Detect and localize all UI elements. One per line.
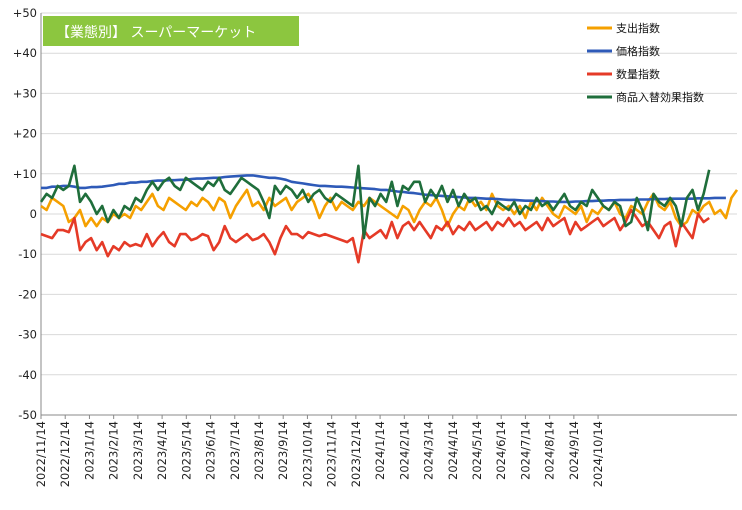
x-tick-label: 2023/1/14	[82, 421, 96, 480]
x-tick-label: 2023/11/14	[325, 421, 339, 487]
y-tick-label: 0	[30, 207, 37, 221]
x-tick-label: 2023/8/14	[252, 421, 266, 480]
series-line-0	[40, 188, 739, 228]
x-tick-label: 2024/3/14	[422, 421, 436, 480]
series-lines	[39, 164, 739, 264]
x-tick-label: 2024/1/14	[373, 421, 387, 480]
series-line-3	[39, 164, 711, 240]
x-tick-label: 2023/2/14	[107, 421, 121, 480]
y-tick-label: +20	[13, 127, 37, 141]
y-tick-label: -20	[18, 287, 37, 301]
y-tick-label: -40	[18, 368, 37, 382]
y-tick-label: -10	[18, 247, 37, 261]
title-box: 【業態別】 スーパーマーケット	[43, 16, 299, 46]
x-tick-label: 2022/12/14	[58, 421, 72, 487]
series-line-1	[41, 174, 726, 204]
x-tick-label: 2023/4/14	[155, 421, 169, 480]
x-tick-label: 2024/2/14	[397, 421, 411, 480]
x-tick-label: 2024/5/14	[470, 421, 484, 480]
y-tick-label: +50	[13, 6, 37, 20]
y-tick-label: +40	[13, 46, 37, 60]
x-tick-label: 2023/6/14	[204, 421, 218, 480]
chart-title: 【業態別】 スーパーマーケット	[56, 25, 256, 41]
x-tick-label: 2023/12/14	[349, 421, 363, 487]
y-tick-label: -50	[18, 408, 37, 422]
legend-label-3: 商品入替効果指数	[616, 90, 704, 104]
x-tick-label: 2024/7/14	[518, 421, 532, 480]
y-tick-label: +10	[13, 167, 37, 181]
legend-label-1: 価格指数	[616, 44, 660, 58]
x-tick-label: 2023/7/14	[228, 421, 242, 480]
legend-label-2: 数量指数	[616, 67, 660, 81]
axes	[40, 13, 737, 419]
series-line-2	[40, 208, 710, 264]
title-background	[43, 16, 299, 46]
x-tick-label: 2024/9/14	[567, 421, 581, 480]
y-tick-label: +30	[13, 86, 37, 100]
x-tick-label: 2023/5/14	[179, 421, 193, 480]
x-tick-label: 2024/10/14	[591, 421, 605, 487]
legend-label-0: 支出指数	[616, 21, 660, 35]
x-tick-label: 2024/6/14	[494, 421, 508, 480]
x-tick-label: 2023/9/14	[276, 421, 290, 480]
x-tick-label: 2024/8/14	[543, 421, 557, 480]
x-tick-label: 2023/3/14	[131, 421, 145, 480]
y-tick-label: -30	[18, 328, 37, 342]
x-tick-labels: 2022/11/14 2022/12/14 2023/1/14 2023/2/14 20…	[34, 421, 605, 487]
y-tick-labels: +50 +40 +30 +20 +10 0 -10 -20 -30 -40 -50	[13, 6, 37, 422]
x-tick-label: 2024/4/14	[446, 421, 460, 480]
x-tick-label: 2022/11/14	[34, 421, 48, 487]
x-tick-label: 2023/10/14	[300, 421, 314, 487]
